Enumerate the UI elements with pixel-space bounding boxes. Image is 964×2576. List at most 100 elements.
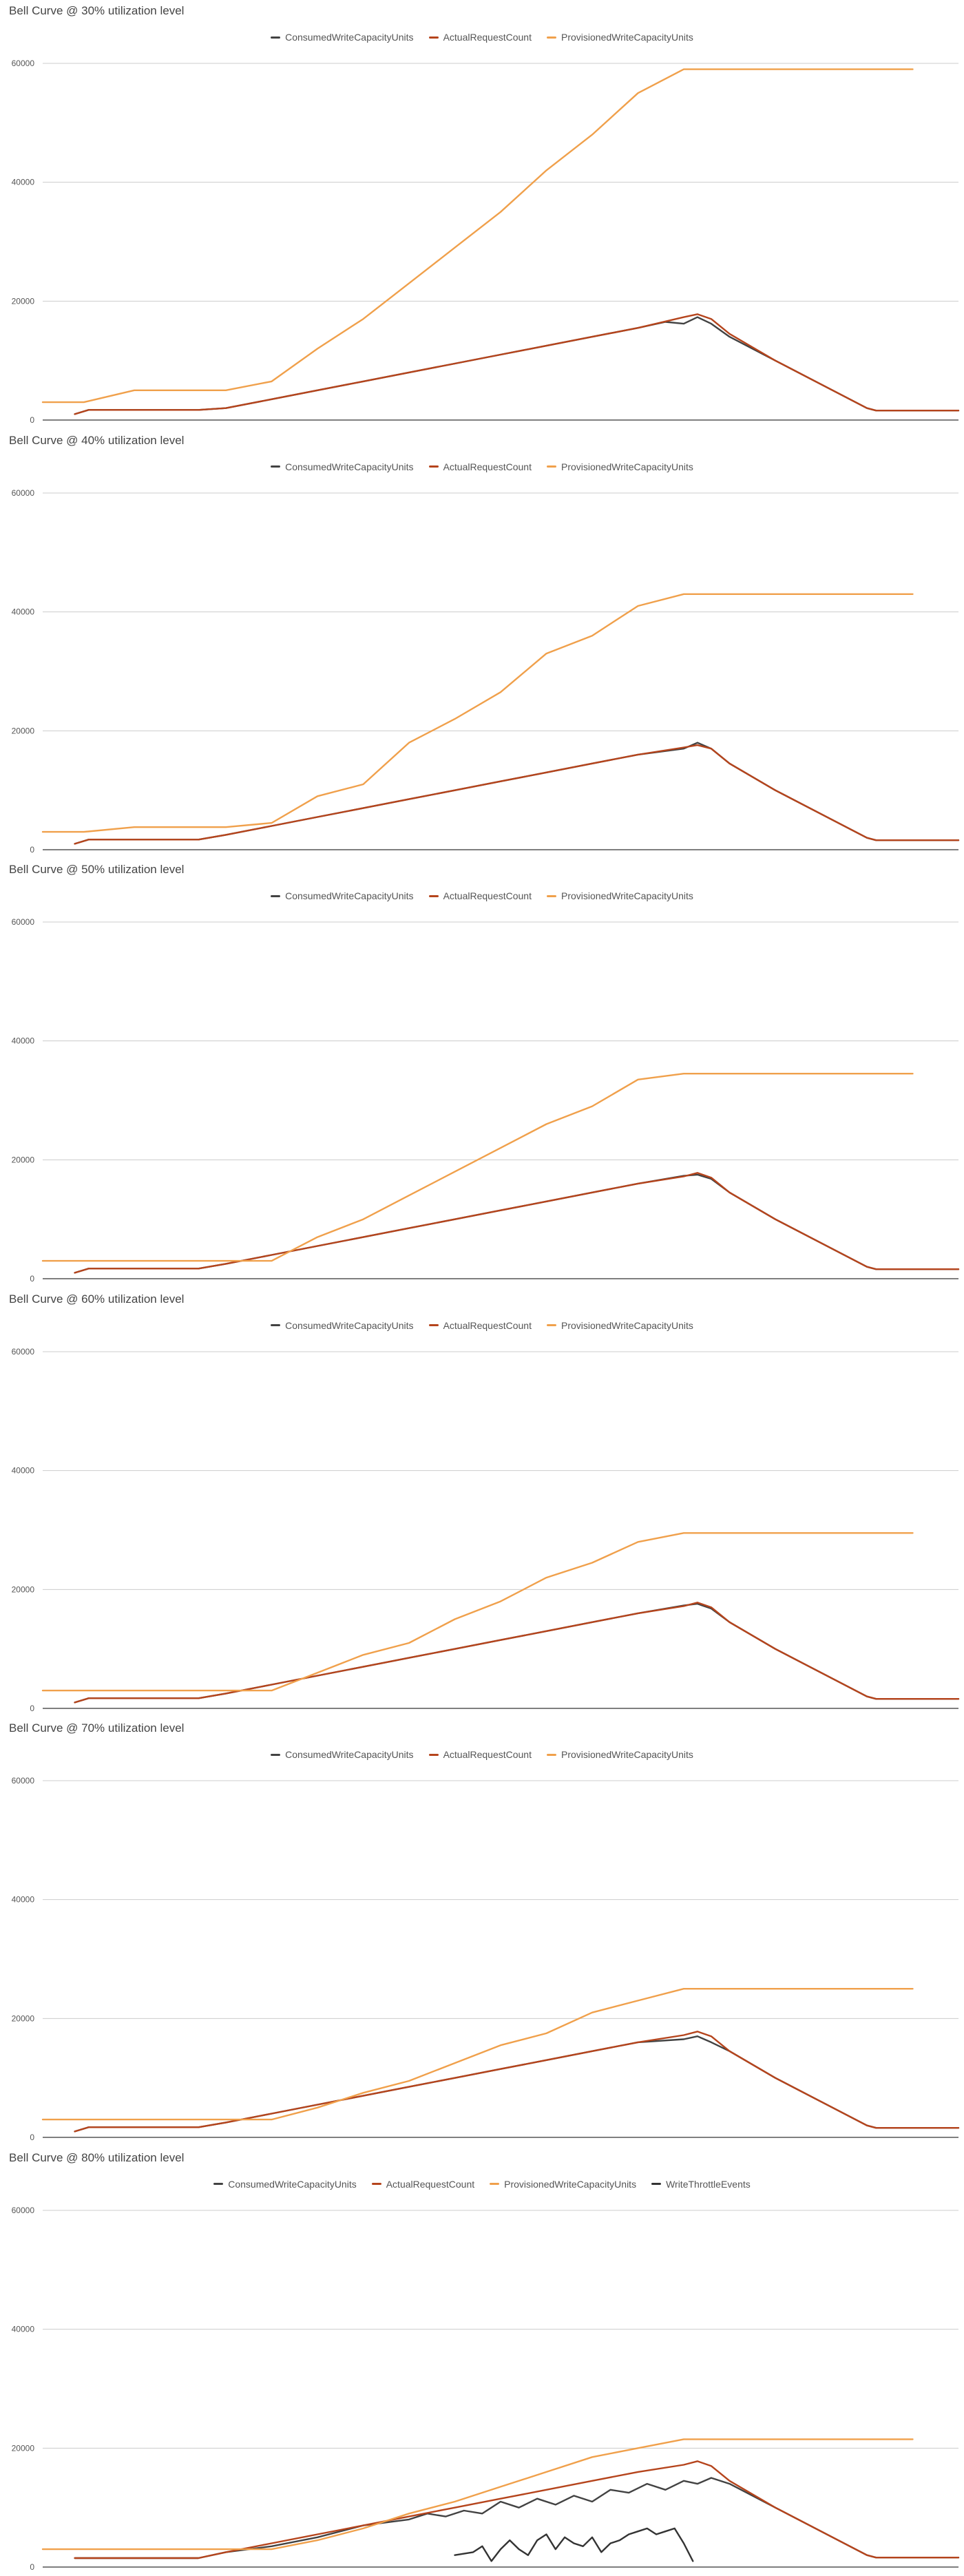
legend-swatch	[651, 2183, 662, 2185]
y-tick-label: 60000	[12, 2206, 35, 2215]
series-line	[41, 1073, 914, 1262]
legend-swatch	[546, 894, 556, 897]
legend-label: ConsumedWriteCapacityUnits	[285, 1749, 414, 1760]
legend-swatch	[271, 36, 281, 39]
plot-area: 0 20000 40000 60000	[12, 488, 960, 855]
chart-panel: Bell Curve @ 40% utilization level Consum…	[0, 430, 964, 859]
legend-item[interactable]: ProvisionedWriteCapacityUnits	[546, 1319, 693, 1331]
chart-panel: Bell Curve @ 30% utilization level Consum…	[0, 0, 964, 430]
chart-legend: ConsumedWriteCapacityUnits ActualRequestC…	[0, 890, 964, 901]
y-tick-label: 20000	[12, 2443, 35, 2453]
legend-label: ProvisionedWriteCapacityUnits	[560, 32, 693, 43]
legend-item[interactable]: ProvisionedWriteCapacityUnits	[490, 2179, 636, 2190]
chart-title: Bell Curve @ 80% utilization level	[9, 2150, 185, 2164]
y-tick-label: 40000	[12, 2324, 35, 2334]
legend-label: ProvisionedWriteCapacityUnits	[560, 1749, 693, 1760]
plot-area: 0 20000 40000 60000	[12, 1347, 960, 1713]
legend-item[interactable]: ActualRequestCount	[428, 461, 532, 472]
y-tick-label: 60000	[12, 1347, 35, 1357]
y-tick-label: 20000	[12, 726, 35, 735]
series-line	[41, 68, 914, 404]
legend-label: ProvisionedWriteCapacityUnits	[560, 1319, 693, 1331]
legend-label: ActualRequestCount	[443, 1749, 532, 1760]
y-tick-label: 20000	[12, 2013, 35, 2023]
legend-item[interactable]: WriteThrottleEvents	[651, 2179, 751, 2190]
chart-title: Bell Curve @ 70% utilization level	[9, 1721, 185, 1735]
legend-swatch	[428, 465, 439, 468]
series-line	[74, 316, 960, 415]
legend-item[interactable]: ActualRequestCount	[428, 890, 532, 901]
legend-label: ActualRequestCount	[443, 1319, 532, 1331]
chart-title: Bell Curve @ 30% utilization level	[9, 4, 185, 17]
plot-area: 0 20000 40000 60000	[12, 59, 960, 425]
legend-item[interactable]: ActualRequestCount	[428, 1749, 532, 1760]
legend-swatch	[428, 894, 439, 897]
chart-panel: Bell Curve @ 50% utilization level Consum…	[0, 859, 964, 1288]
legend-label: ProvisionedWriteCapacityUnits	[504, 2178, 637, 2190]
plot-area: 0 20000 40000 60000	[12, 2206, 960, 2572]
y-tick-label: 40000	[12, 1036, 35, 1046]
legend-item[interactable]: ProvisionedWriteCapacityUnits	[546, 32, 693, 43]
y-tick-label: 0	[30, 845, 34, 855]
y-tick-label: 0	[30, 1274, 34, 1284]
legend-item[interactable]: ProvisionedWriteCapacityUnits	[546, 1749, 693, 1760]
y-tick-label: 0	[30, 2562, 34, 2572]
y-tick-label: 0	[30, 1704, 34, 1713]
chart-panel: Bell Curve @ 80% utilization level Consum…	[0, 2147, 964, 2576]
y-tick-label: 20000	[12, 1155, 35, 1164]
legend-label: ConsumedWriteCapacityUnits	[285, 1319, 414, 1331]
y-tick-label: 40000	[12, 607, 35, 616]
legend-swatch	[271, 465, 281, 468]
chart-legend: ConsumedWriteCapacityUnits ActualRequestC…	[0, 1320, 964, 1331]
legend-item[interactable]: ConsumedWriteCapacityUnits	[213, 2178, 357, 2190]
series-line	[74, 2031, 960, 2133]
series-line	[74, 1601, 960, 1704]
legend-swatch	[490, 2183, 500, 2185]
legend-item[interactable]: ProvisionedWriteCapacityUnits	[546, 890, 693, 901]
chart-panel: Bell Curve @ 70% utilization level Consum…	[0, 1717, 964, 2147]
y-tick-label: 60000	[12, 1776, 35, 1786]
series-line	[74, 1173, 960, 1274]
legend-item[interactable]: ActualRequestCount	[371, 2178, 475, 2190]
y-tick-label: 60000	[12, 488, 35, 498]
legend-item[interactable]: ConsumedWriteCapacityUnits	[271, 1319, 414, 1331]
legend-label: WriteThrottleEvents	[666, 2178, 751, 2190]
legend-label: ConsumedWriteCapacityUnits	[285, 890, 414, 901]
series-line	[41, 593, 914, 833]
legend-label: ConsumedWriteCapacityUnits	[228, 2178, 357, 2190]
legend-item[interactable]: ConsumedWriteCapacityUnits	[271, 32, 414, 43]
legend-swatch	[271, 894, 281, 897]
series-line	[74, 2460, 960, 2559]
series-line	[74, 1172, 960, 1274]
chart-legend: ConsumedWriteCapacityUnits ActualRequestC…	[0, 2179, 964, 2190]
chart-title: Bell Curve @ 40% utilization level	[9, 433, 185, 447]
legend-item[interactable]: ProvisionedWriteCapacityUnits	[546, 461, 693, 472]
legend-label: ActualRequestCount	[443, 461, 532, 472]
y-tick-label: 40000	[12, 1465, 35, 1475]
y-tick-label: 0	[30, 415, 34, 425]
chart-title: Bell Curve @ 50% utilization level	[9, 863, 185, 876]
legend-swatch	[428, 36, 439, 39]
y-tick-label: 40000	[12, 1895, 35, 1905]
legend-label: ActualRequestCount	[443, 890, 532, 901]
legend-item[interactable]: ActualRequestCount	[428, 1319, 532, 1331]
series-line	[41, 1988, 914, 2121]
legend-item[interactable]: ConsumedWriteCapacityUnits	[271, 461, 414, 472]
legend-swatch	[546, 1324, 556, 1326]
legend-swatch	[546, 465, 556, 468]
legend-label: ConsumedWriteCapacityUnits	[285, 461, 414, 472]
chart-panel: Bell Curve @ 60% utilization level Consum…	[0, 1288, 964, 1718]
legend-swatch	[271, 1753, 281, 1756]
y-tick-label: 0	[30, 2133, 34, 2142]
legend-label: ActualRequestCount	[386, 2178, 475, 2190]
chart-legend: ConsumedWriteCapacityUnits ActualRequestC…	[0, 32, 964, 43]
legend-item[interactable]: ActualRequestCount	[428, 32, 532, 43]
legend-swatch	[371, 2183, 381, 2185]
legend-item[interactable]: ConsumedWriteCapacityUnits	[271, 890, 414, 901]
legend-swatch	[428, 1753, 439, 1756]
y-tick-label: 60000	[12, 59, 35, 68]
legend-item[interactable]: ConsumedWriteCapacityUnits	[271, 1749, 414, 1760]
series-line	[74, 1602, 960, 1704]
series-line	[74, 2035, 960, 2133]
